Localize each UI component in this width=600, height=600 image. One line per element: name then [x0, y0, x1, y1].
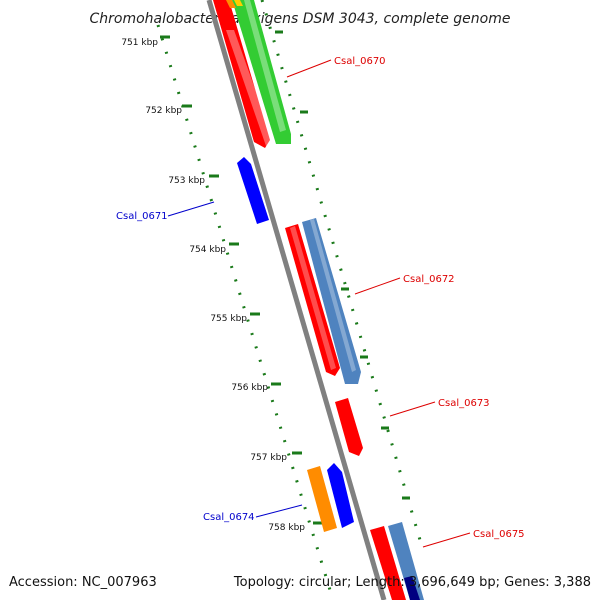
gene-csal-0670[interactable] — [213, 0, 270, 148]
gene-label[interactable]: Csal_0674 — [203, 512, 255, 523]
gene-highlight — [226, 30, 274, 146]
gene-labels: Csal_0670 Csal_0671 Csal_0672 Csal_0673 … — [116, 56, 525, 540]
scale-label: 756 kbp — [231, 383, 268, 393]
gene-orange-top[interactable] — [226, 0, 236, 8]
scale-label: 753 kbp — [168, 176, 205, 186]
gene-features — [213, 0, 424, 600]
gene-label[interactable]: Csal_0672 — [403, 274, 455, 285]
gene-steelblue[interactable] — [302, 218, 361, 384]
guide-ticks — [275, 30, 410, 500]
gene-csal-0675-steelblue[interactable] — [388, 522, 424, 600]
gene-navy[interactable] — [404, 576, 420, 600]
scale-ruler — [156, 24, 332, 591]
gene-green[interactable] — [232, 0, 291, 144]
gene-highlight — [290, 226, 336, 370]
gene-highlight — [244, 0, 286, 132]
gene-csal-0672[interactable] — [285, 224, 340, 376]
gene-csal-0674[interactable] — [327, 463, 354, 528]
scale-label: 758 kbp — [268, 523, 305, 533]
gene-csal-0673[interactable] — [335, 398, 363, 456]
scale-label: 755 kbp — [210, 314, 247, 324]
scale-label: 752 kbp — [145, 106, 182, 116]
genome-backbone — [206, 0, 387, 600]
gene-csal-0671[interactable] — [237, 157, 269, 224]
gene-label[interactable]: Csal_0673 — [438, 398, 490, 409]
gene-leaders — [167, 59, 471, 548]
gene-highlight — [310, 219, 356, 372]
gene-csal-0674-orange[interactable] — [307, 466, 337, 532]
gene-label[interactable]: Csal_0675 — [473, 529, 525, 540]
genome-title: Chromohalobacter salexigens DSM 3043, co… — [90, 11, 511, 27]
scale-label: 751 kbp — [121, 38, 158, 48]
leader-csal-0674 — [255, 504, 303, 518]
scale-label: 757 kbp — [250, 453, 287, 463]
leader-csal-0670 — [286, 59, 332, 78]
leader-csal-0672 — [354, 277, 401, 295]
gene-csal-0675[interactable] — [370, 526, 406, 600]
scale-ticks — [160, 35, 323, 525]
accession-text: Accession: NC_007963 — [9, 575, 157, 590]
gene-yellow-top[interactable] — [234, 0, 243, 6]
genome-summary: Topology: circular; Length: 3,696,649 bp… — [233, 575, 591, 590]
leader-csal-0671 — [167, 201, 215, 217]
guide-line — [260, 0, 422, 541]
scale-label: 754 kbp — [189, 245, 226, 255]
leader-csal-0673 — [389, 401, 436, 417]
leader-csal-0675 — [422, 532, 471, 548]
gene-label[interactable]: Csal_0671 — [116, 211, 168, 222]
gene-label[interactable]: Csal_0670 — [334, 56, 386, 67]
scale-labels: 751 kbp 752 kbp 753 kbp 754 kbp 755 kbp … — [121, 38, 305, 533]
